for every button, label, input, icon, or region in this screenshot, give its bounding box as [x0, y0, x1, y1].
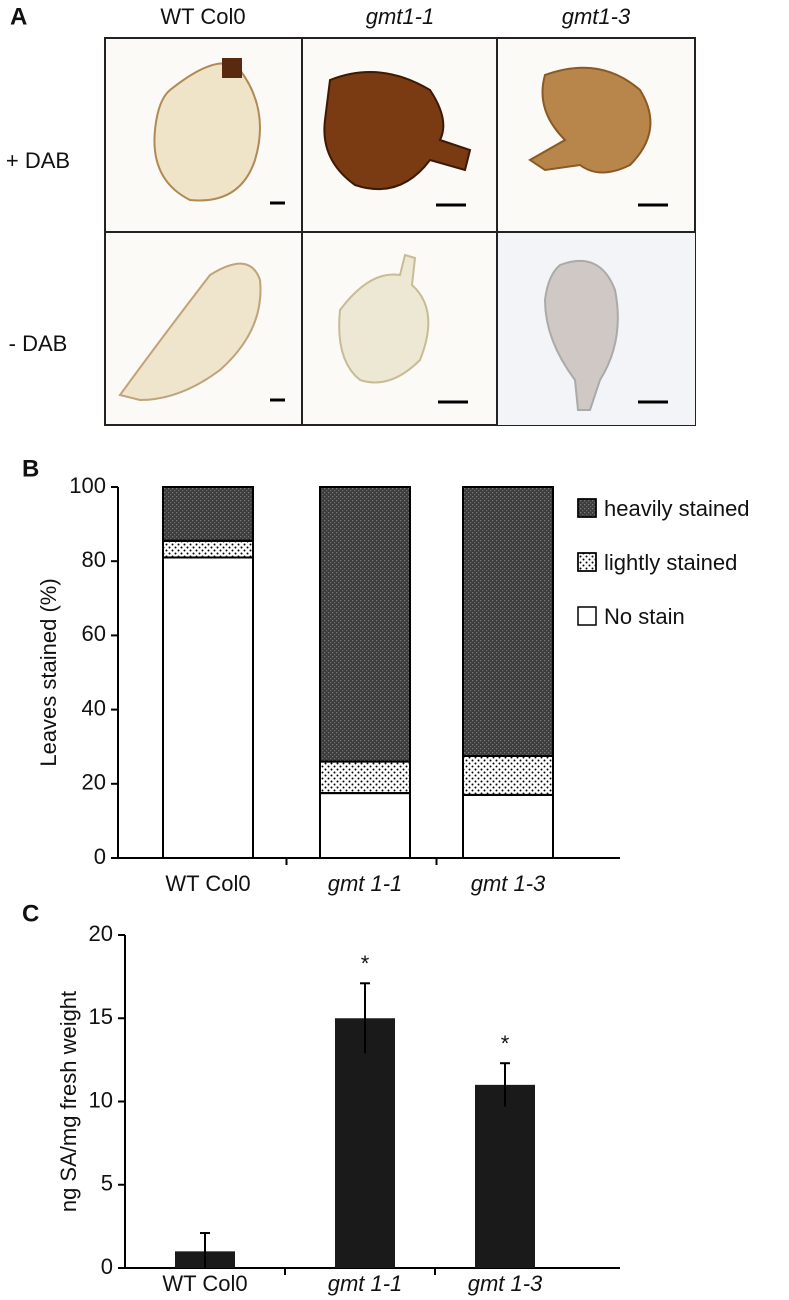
panel-a: A WT Col0 gmt1-1 gmt1-3 + DAB - DAB: [6, 3, 696, 426]
bar-segment: [319, 792, 411, 860]
scale-bars: [270, 201, 668, 404]
y-axis-label: Leaves stained (%): [36, 578, 61, 766]
leaf: [338, 253, 430, 384]
column-header: gmt1-1: [366, 4, 434, 29]
y-tick-label: 0: [94, 844, 106, 869]
leaf: [528, 66, 652, 174]
significance-mark: *: [361, 951, 370, 976]
panel-label: C: [22, 900, 39, 927]
significance-mark: *: [501, 1031, 510, 1056]
bar: [335, 1018, 395, 1268]
error-bar: [360, 982, 370, 1054]
x-tick-label: gmt 1-1: [328, 871, 403, 896]
legend-swatch: [577, 606, 597, 626]
x-tick-label: gmt 1-3: [471, 871, 546, 896]
row-label: + DAB: [6, 148, 70, 173]
y-tick-label: 0: [101, 1254, 113, 1279]
legend-swatch-pattern: [577, 552, 597, 572]
bar-segment: [162, 556, 254, 859]
leaf: [543, 260, 619, 411]
y-tick-label: 10: [89, 1087, 113, 1112]
y-tick-label: 100: [69, 473, 106, 498]
legend-label: No stain: [604, 604, 685, 629]
stain: [222, 58, 242, 78]
y-tick-label: 40: [82, 695, 106, 720]
panel-label: A: [10, 3, 27, 30]
y-axis-label: ng SA/mg fresh weight: [56, 991, 81, 1212]
error-bar: [500, 1062, 510, 1107]
x-tick-label: gmt 1-3: [468, 1271, 543, 1296]
segment-pattern: [319, 486, 411, 763]
x-tick-label: WT Col0: [165, 871, 250, 896]
segment-pattern: [462, 754, 554, 796]
error-bar: [200, 1232, 210, 1268]
legend-swatch-pattern: [577, 498, 597, 518]
y-tick-label: 80: [82, 547, 106, 572]
row-label: - DAB: [9, 331, 68, 356]
y-tick-label: 20: [82, 770, 106, 795]
column-header: WT Col0: [160, 4, 245, 29]
panel-label: B: [22, 455, 39, 482]
segment-pattern: [319, 760, 411, 795]
panel-c: Cng SA/mg fresh weight 0 5 10 15 20 WT Col0 gmt…: [22, 900, 620, 1296]
segment-pattern: [162, 486, 254, 542]
leaf: [323, 71, 472, 191]
bar-segment: [462, 793, 554, 859]
x-tick-label: WT Col0: [162, 1271, 247, 1296]
y-tick-label: 15: [89, 1004, 113, 1029]
panel-b: B Leaves stained (%) 0 20 40 60 80 100 WT Col0 gm…: [22, 455, 750, 895]
y-tick-label: 20: [89, 921, 113, 946]
leaf: [118, 262, 262, 402]
x-tick-label: gmt 1-1: [328, 1271, 403, 1296]
segment-pattern: [462, 486, 554, 757]
segment-pattern: [162, 539, 254, 559]
bar: [475, 1084, 535, 1268]
column-header: gmt1-3: [562, 4, 631, 29]
legend-label: lightly stained: [604, 550, 737, 575]
y-tick-label: 60: [82, 621, 106, 646]
legend-label: heavily stained: [604, 496, 750, 521]
y-tick-label: 5: [101, 1171, 113, 1196]
